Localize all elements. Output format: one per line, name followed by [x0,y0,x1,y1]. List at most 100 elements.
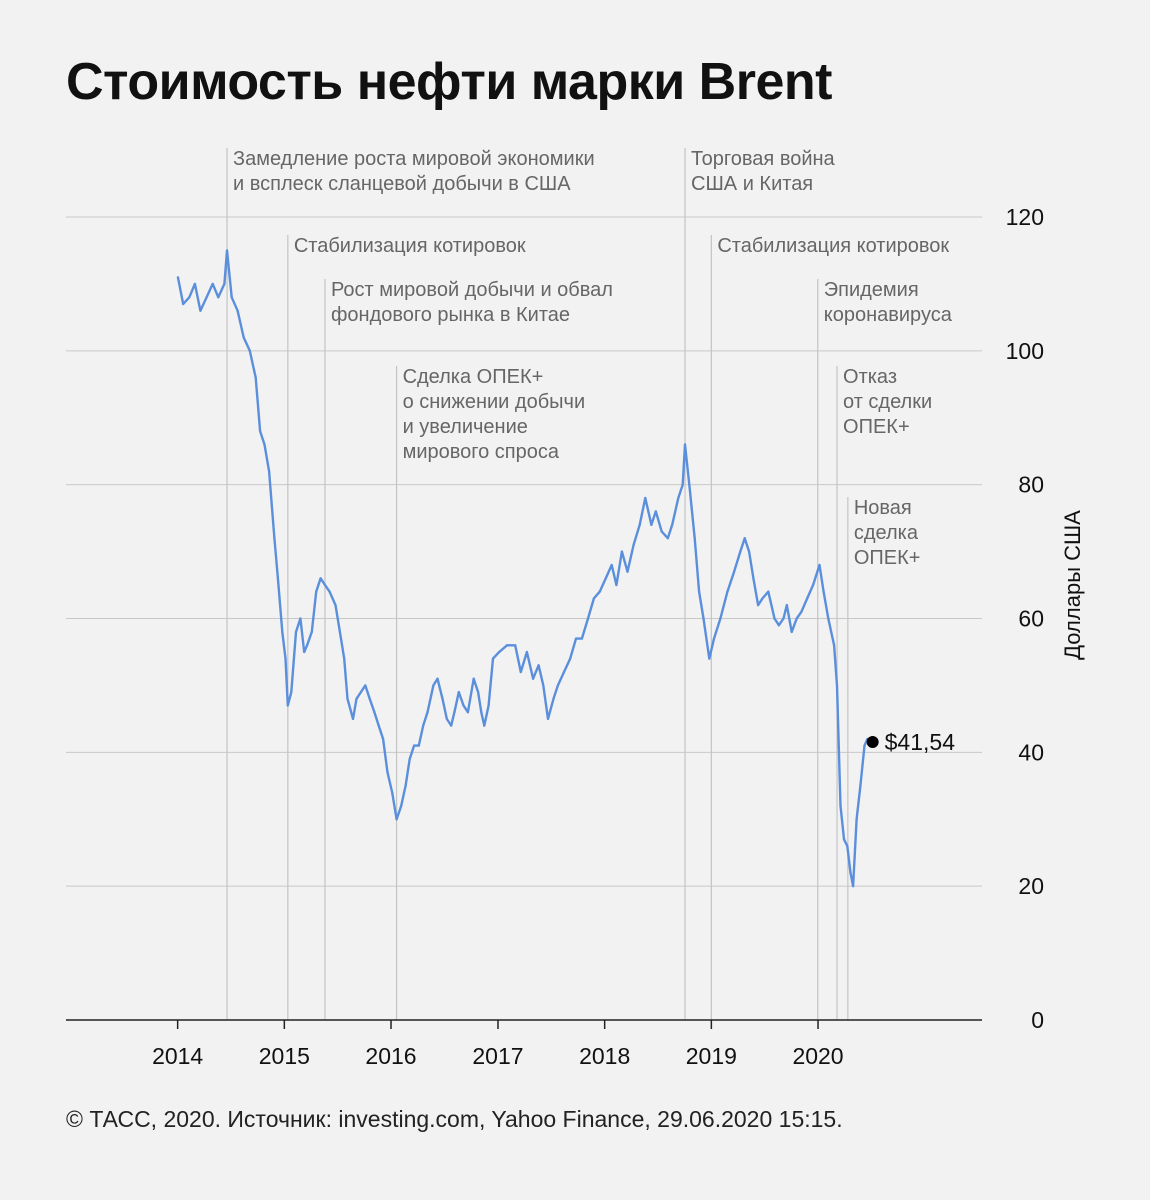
data-point [739,550,742,553]
x-tick-label: 2018 [579,1043,630,1069]
data-point [546,717,550,720]
x-tick-label: 2015 [259,1043,310,1069]
data-point [211,282,214,286]
data-point [413,744,416,747]
event-annotation: Замедление роста мировой экономики и вспл… [233,148,595,195]
data-point [404,784,407,787]
data-point [176,276,180,279]
data-point [822,590,825,593]
data-point [846,844,849,848]
data-point [574,637,578,640]
data-point [408,757,411,761]
y-tick-label: 120 [1006,204,1044,230]
grid-layer [66,216,982,887]
y-tick-label: 0 [1031,1007,1044,1033]
data-point [236,309,239,312]
data-point [445,717,448,720]
data-point [323,583,327,587]
data-point [432,684,435,687]
data-point [777,624,780,627]
event-annotation-line: ОПЕК+ [843,416,910,438]
data-point [811,583,815,587]
data-point [660,530,663,533]
brent-price-line [176,249,872,888]
data-point [338,630,341,633]
event-annotation: Отказ от сделки ОПЕК+ [843,366,932,438]
data-point [827,617,830,620]
data-point [644,496,647,500]
event-annotation-line: сделка [854,522,919,544]
data-point [328,590,331,593]
data-point [368,697,371,700]
y-tick-label: 100 [1006,338,1044,364]
data-point [453,711,456,714]
data-point [855,818,858,821]
data-point [391,791,394,794]
data-point [480,711,483,714]
data-point [426,711,429,714]
last-value-label: $41,54 [885,729,956,755]
x-tick-label: 2020 [792,1043,843,1069]
data-point [767,590,770,593]
event-annotation-line: и увеличение [403,416,528,438]
data-point [254,376,257,379]
data-point [217,296,220,299]
data-point [620,550,624,553]
data-point [688,490,692,493]
data-point [650,523,653,526]
event-annotation-line: Рост мировой добычи и обвал [331,279,613,301]
data-point [537,664,540,667]
x-tick-label: 2019 [686,1043,737,1069]
event-annotation-line: фондового рынка в Китае [331,304,570,326]
data-point [346,697,349,700]
data-point [334,604,337,607]
data-point [514,644,517,647]
data-point [299,617,302,620]
data-point [386,771,389,774]
data-point [790,630,793,633]
data-point [441,697,444,700]
data-point [225,249,229,252]
data-point [491,657,495,660]
data-point [733,570,736,573]
data-point [849,871,852,874]
y-tick-label: 60 [1018,606,1044,632]
event-annotation-line: Торговая война [691,148,836,170]
event-annotation: Стабилизация котировок [294,235,526,257]
data-point [542,684,545,687]
event-annotation-line: Стабилизация котировок [294,235,526,257]
data-point [752,577,755,580]
data-point [562,670,566,674]
data-point [708,657,711,660]
data-point [355,697,358,700]
event-annotation: Стабилизация котировок [717,235,949,257]
data-point [626,570,629,573]
data-point [785,604,788,607]
event-annotation-line: Стабилизация котировок [717,235,949,257]
data-point [592,597,595,600]
data-point [422,724,425,727]
data-point [276,577,280,580]
data-point [586,617,590,620]
event-annotation: Торговая война США и Китая [691,148,836,195]
data-point [382,737,385,741]
data-point [483,724,486,727]
data-point [290,691,293,694]
data-point [743,537,746,540]
data-point [702,617,705,620]
data-point [205,296,208,299]
data-point [343,657,346,660]
event-annotation: Рост мировой добычи и обвал фондового рын… [331,279,613,326]
data-point [677,496,680,500]
data-point [417,744,420,747]
data-point [377,724,380,727]
data-point [852,885,855,888]
data-point [761,597,764,600]
event-annotation: Новая сделка ОПЕК+ [854,497,921,569]
data-point [806,597,809,600]
data-point [315,590,318,593]
data-point [281,630,284,633]
x-tick-label: 2017 [472,1043,523,1069]
data-point [182,302,185,306]
